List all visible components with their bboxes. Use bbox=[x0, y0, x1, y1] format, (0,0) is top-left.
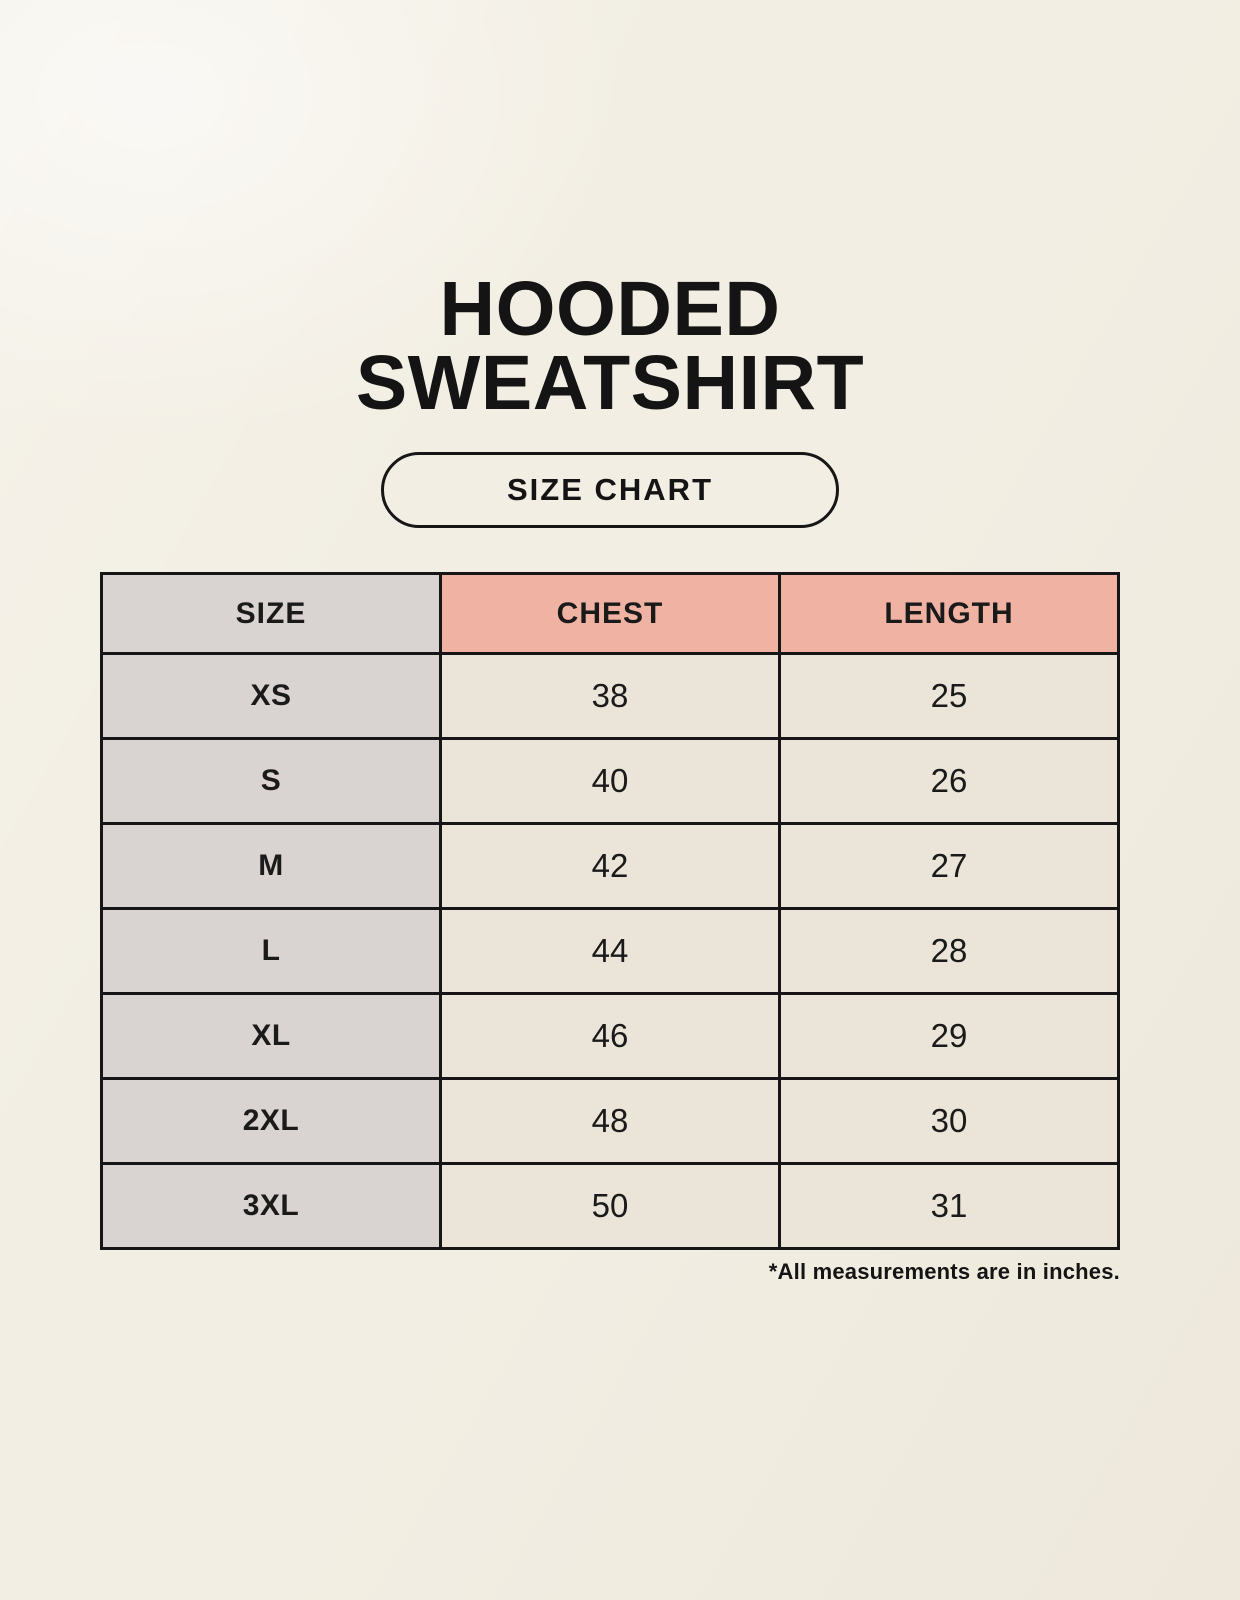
chest-cell: 38 bbox=[439, 652, 781, 740]
chest-cell: 48 bbox=[439, 1077, 781, 1165]
table-row: S 40 26 bbox=[100, 737, 1120, 825]
length-cell: 30 bbox=[778, 1077, 1120, 1165]
size-cell: S bbox=[100, 737, 442, 825]
table-row: 3XL 50 31 bbox=[100, 1162, 1120, 1250]
table-row: M 42 27 bbox=[100, 822, 1120, 910]
chest-cell: 42 bbox=[439, 822, 781, 910]
chest-cell: 40 bbox=[439, 737, 781, 825]
table-row: L 44 28 bbox=[100, 907, 1120, 995]
page-title-line1: HOODED bbox=[439, 266, 781, 352]
page-title: HOODED SWEATSHIRT bbox=[100, 266, 1120, 426]
table-header-row: SIZE CHEST LENGTH bbox=[100, 572, 1120, 655]
length-cell: 29 bbox=[778, 992, 1120, 1080]
header-chest: CHEST bbox=[439, 572, 781, 655]
chest-cell: 46 bbox=[439, 992, 781, 1080]
chest-cell: 44 bbox=[439, 907, 781, 995]
page-title-line2: SWEATSHIRT bbox=[355, 340, 865, 426]
size-cell: L bbox=[100, 907, 442, 995]
size-cell: 2XL bbox=[100, 1077, 442, 1165]
size-cell: XS bbox=[100, 652, 442, 740]
size-chart-badge-label: SIZE CHART bbox=[507, 472, 713, 507]
length-cell: 31 bbox=[778, 1162, 1120, 1250]
length-cell: 26 bbox=[778, 737, 1120, 825]
length-cell: 25 bbox=[778, 652, 1120, 740]
chest-cell: 50 bbox=[439, 1162, 781, 1250]
size-cell: M bbox=[100, 822, 442, 910]
length-cell: 27 bbox=[778, 822, 1120, 910]
size-table: SIZE CHEST LENGTH XS 38 25 S 40 26 M 42 … bbox=[100, 572, 1120, 1250]
size-chart-page: HOODED SWEATSHIRT SIZE CHART SIZE CHEST … bbox=[100, 0, 1120, 1285]
header-size: SIZE bbox=[100, 572, 442, 655]
size-cell: XL bbox=[100, 992, 442, 1080]
table-row: XS 38 25 bbox=[100, 652, 1120, 740]
table-row: 2XL 48 30 bbox=[100, 1077, 1120, 1165]
size-chart-badge: SIZE CHART bbox=[381, 452, 839, 528]
header-length: LENGTH bbox=[778, 572, 1120, 655]
length-cell: 28 bbox=[778, 907, 1120, 995]
measurements-footnote: *All measurements are in inches. bbox=[768, 1259, 1120, 1284]
size-cell: 3XL bbox=[100, 1162, 442, 1250]
table-row: XL 46 29 bbox=[100, 992, 1120, 1080]
